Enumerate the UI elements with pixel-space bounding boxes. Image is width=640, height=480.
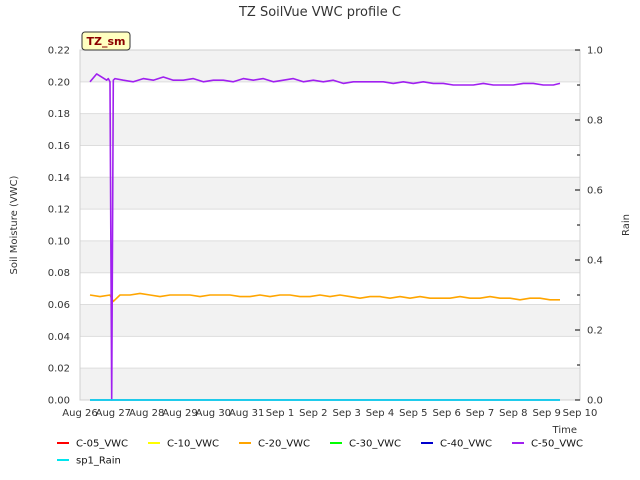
y-tick-label: 0.10 — [48, 236, 70, 247]
x-tick-label: Aug 30 — [196, 408, 231, 419]
chart-title: TZ SoilVue VWC profile C — [238, 5, 401, 20]
series-line-c-20-vwc — [89, 292, 560, 303]
x-tick-label: Sep 5 — [399, 408, 427, 419]
x-tick-label: Sep 4 — [366, 408, 394, 419]
x-tick-label: Sep 8 — [499, 408, 527, 419]
legend: C-05_VWC C-10_VWC C-20_VWC C-30_VWC C-40_VWC… — [57, 439, 583, 467]
y-tick-label: 0.04 — [48, 332, 70, 343]
y-tick-label: 0.22 — [48, 46, 70, 57]
legend-label: C-50_VWC — [531, 439, 583, 450]
plot-band — [80, 336, 580, 369]
y-tick-label: 0.16 — [48, 141, 70, 152]
y-tick-label: 0.08 — [48, 268, 70, 279]
x-tick-label: Sep 10 — [563, 408, 598, 419]
plot-bands — [80, 49, 580, 401]
y-tick-label: 0.14 — [48, 173, 70, 184]
y2-axis-label: Rain — [621, 214, 632, 236]
legend-label: sp1_Rain — [76, 456, 121, 467]
badge-label: TZ_sm — [87, 35, 126, 48]
legend-label: C-10_VWC — [167, 439, 219, 450]
x-tick-label: Sep 3 — [332, 408, 360, 419]
x-tick-label: Aug 27 — [96, 408, 131, 419]
plot-band — [80, 145, 580, 178]
x-tick-label: Sep 1 — [266, 408, 294, 419]
plot-band — [80, 177, 580, 210]
y-tick-label: 0.06 — [48, 300, 70, 311]
plot-band — [80, 81, 580, 114]
x-tick-label: Sep 2 — [299, 408, 327, 419]
y-tick-label: 0.02 — [48, 364, 70, 375]
x-tick-label: Aug 31 — [229, 408, 264, 419]
x-tick-label: Aug 28 — [129, 408, 164, 419]
series-lines — [89, 73, 561, 401]
plot-band — [80, 50, 580, 82]
x-tick-label: Sep 9 — [532, 408, 560, 419]
x-tick-label: Aug 29 — [162, 408, 197, 419]
y-axis-label: Soil Moisture (VWC) — [9, 175, 20, 274]
legend-label: C-40_VWC — [440, 439, 492, 450]
x-tick-label: Sep 6 — [432, 408, 460, 419]
y2-tick-label: 0.2 — [587, 326, 603, 337]
y-tick-label: 0.12 — [48, 205, 70, 216]
legend-label: C-30_VWC — [349, 439, 401, 450]
legend-label: C-05_VWC — [76, 439, 128, 450]
x-tick-label: Sep 7 — [466, 408, 494, 419]
plot-band — [80, 368, 580, 400]
y2-tick-label: 0.6 — [587, 186, 603, 197]
badge-box — [81, 31, 131, 51]
y-tick-label: 0.00 — [48, 396, 70, 407]
y-axis-ticks: 0.00 0.02 0.04 0.06 0.08 0.10 0.12 0.14 0.16 0.18… — [48, 46, 70, 407]
y2-tick-label: 0.0 — [587, 396, 603, 407]
y-tick-label: 0.20 — [48, 77, 70, 88]
y2-tick-label: 0.8 — [587, 116, 603, 127]
badge: TZ_sm — [81, 31, 131, 51]
legend-label: C-20_VWC — [258, 439, 310, 450]
plot-band — [80, 240, 580, 273]
x-axis-label: Time — [552, 425, 577, 436]
plot-band — [80, 304, 580, 337]
plot-band — [80, 272, 580, 305]
series-line-c-50-vwc — [89, 73, 561, 401]
plot-band — [80, 113, 580, 146]
y2-tick-label: 0.4 — [587, 256, 603, 267]
y2-axis-ticks: 0.0 0.2 0.4 0.6 0.8 1.0 — [575, 46, 603, 407]
x-tick-label: Aug 26 — [62, 408, 97, 419]
y-tick-label: 0.18 — [48, 109, 70, 120]
y2-tick-label: 1.0 — [587, 46, 603, 57]
plot-band — [80, 209, 580, 241]
